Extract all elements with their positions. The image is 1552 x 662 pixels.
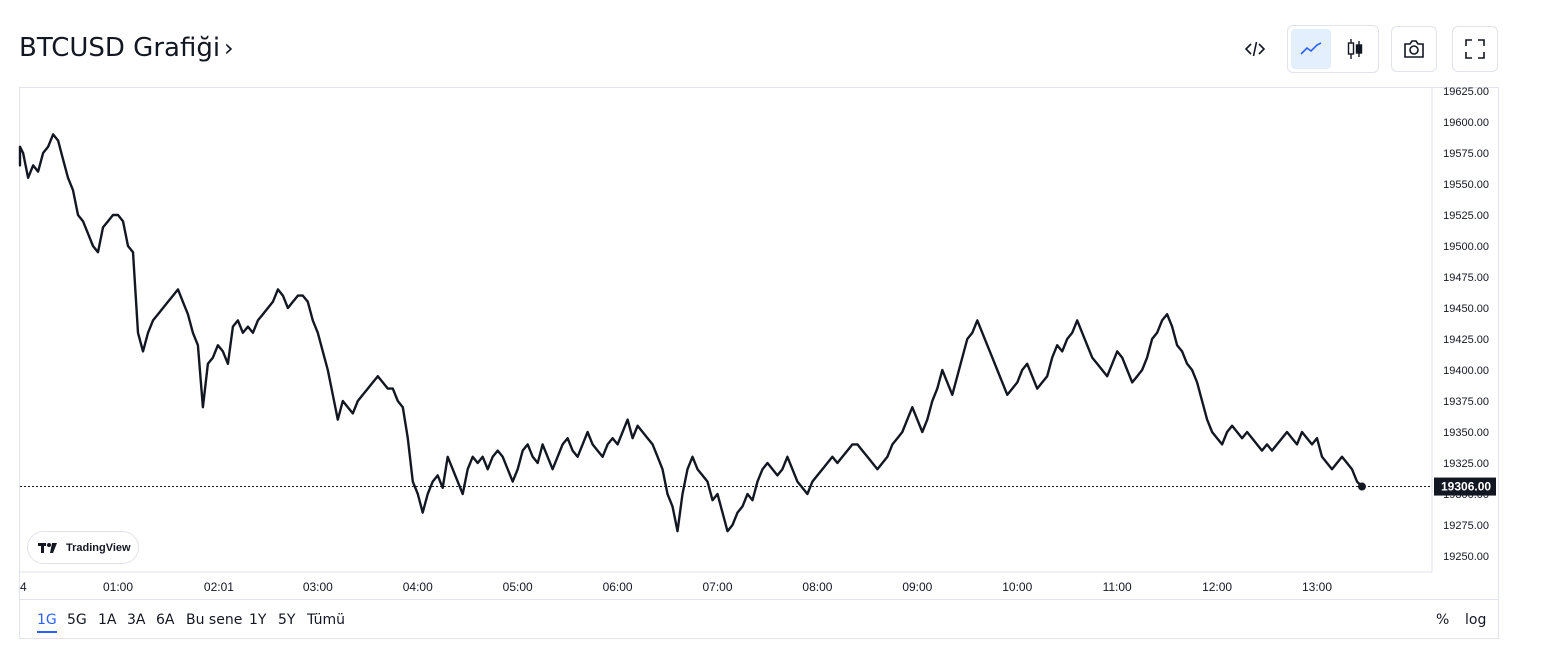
price-line <box>18 133 1363 533</box>
y-tick-label: 19525.00 <box>1443 210 1489 222</box>
x-tick-label: 09:00 <box>902 580 932 594</box>
y-tick-label: 19375.00 <box>1443 396 1489 408</box>
range-1y-button[interactable]: 1Y <box>249 612 267 628</box>
y-tick-label: 19575.00 <box>1443 148 1489 160</box>
chart-title-text[interactable]: BTCUSD Grafiği <box>19 33 221 63</box>
y-tick-label: 19350.00 <box>1443 427 1489 439</box>
log-scale-button[interactable]: log <box>1465 612 1487 628</box>
range-ytd-button[interactable]: Bu sene <box>186 612 243 628</box>
tradingview-logo[interactable]: TradingView <box>27 531 139 564</box>
camera-icon <box>1404 40 1424 58</box>
range-1g-button[interactable]: 1G <box>37 612 57 633</box>
percent-scale-button[interactable]: % <box>1436 612 1450 628</box>
x-tick-label: 01:00 <box>103 580 133 594</box>
fullscreen-icon <box>1465 39 1485 59</box>
x-tick-label: 07:00 <box>702 580 732 594</box>
x-tick-label: 08:00 <box>802 580 832 594</box>
y-tick-label: 19250.00 <box>1443 551 1489 563</box>
x-tick-label: 06:00 <box>603 580 633 594</box>
x-tick-label: 02:01 <box>204 580 234 594</box>
y-tick-label: 19425.00 <box>1443 334 1489 346</box>
y-tick-label: 19450.00 <box>1443 303 1489 315</box>
range-5g-button[interactable]: 5G <box>67 612 87 628</box>
x-tick-label: 12:00 <box>1202 580 1232 594</box>
chart-frame <box>19 87 1499 639</box>
last-price-tag: 19306.00 <box>1434 477 1496 496</box>
candlestick-icon <box>1347 39 1363 59</box>
last-price-dot <box>1357 482 1366 491</box>
price-chart[interactable]: 19625.00 19600.00 19575.00 19550.00 19525.00… <box>0 0 1552 600</box>
x-tick-label: 05:00 <box>503 580 533 594</box>
range-all-button[interactable]: Tümü <box>307 612 346 628</box>
chart-title[interactable]: BTCUSD Grafiği › <box>19 33 234 63</box>
x-tick-label: 04:00 <box>403 580 433 594</box>
x-tick-label: 13:00 <box>1302 580 1332 594</box>
embed-code-icon <box>1244 41 1266 57</box>
x-tick-label: 4 <box>20 580 27 594</box>
y-tick-label: 19325.00 <box>1443 458 1489 470</box>
tradingview-logo-text: TradingView <box>66 541 131 554</box>
embed-code-button[interactable] <box>1232 26 1278 72</box>
line-chart-icon <box>1300 42 1322 55</box>
range-1a-button[interactable]: 1A <box>98 612 117 628</box>
chart-style-toggle <box>1287 25 1379 73</box>
y-tick-label: 19400.00 <box>1443 365 1489 377</box>
fullscreen-button[interactable] <box>1452 26 1498 72</box>
chevron-right-icon[interactable]: › <box>224 34 234 62</box>
last-price-label: 19306.00 <box>1441 480 1491 494</box>
line-chart-button[interactable] <box>1291 29 1331 69</box>
range-6a-button[interactable]: 6A <box>156 612 175 628</box>
y-tick-label: 19475.00 <box>1443 272 1489 284</box>
candlestick-button[interactable] <box>1335 29 1375 69</box>
y-axis: 19625.00 19600.00 19575.00 19550.00 19525.00… <box>1431 86 1489 572</box>
y-tick-label: 19550.00 <box>1443 179 1489 191</box>
screenshot-button[interactable] <box>1391 26 1437 72</box>
x-tick-label: 11:00 <box>1103 580 1132 594</box>
range-3a-button[interactable]: 3A <box>127 612 146 628</box>
y-tick-label: 19600.00 <box>1443 117 1489 129</box>
x-tick-label: 03:00 <box>303 580 333 594</box>
tradingview-logo-icon <box>38 542 57 553</box>
x-tick-label: 10:00 <box>1002 580 1032 594</box>
y-tick-label: 19625.00 <box>1443 86 1489 98</box>
range-5y-button[interactable]: 5Y <box>278 612 296 628</box>
y-tick-label: 19275.00 <box>1443 520 1489 532</box>
x-axis: 4 01:00 02:01 03:00 04:00 05:00 06:00 07:00 08:0… <box>20 571 1432 594</box>
range-bar: 1G 5G 1A 3A 6A Bu sene 1Y 5Y Tümü % log <box>19 599 1499 639</box>
y-tick-label: 19500.00 <box>1443 241 1489 253</box>
